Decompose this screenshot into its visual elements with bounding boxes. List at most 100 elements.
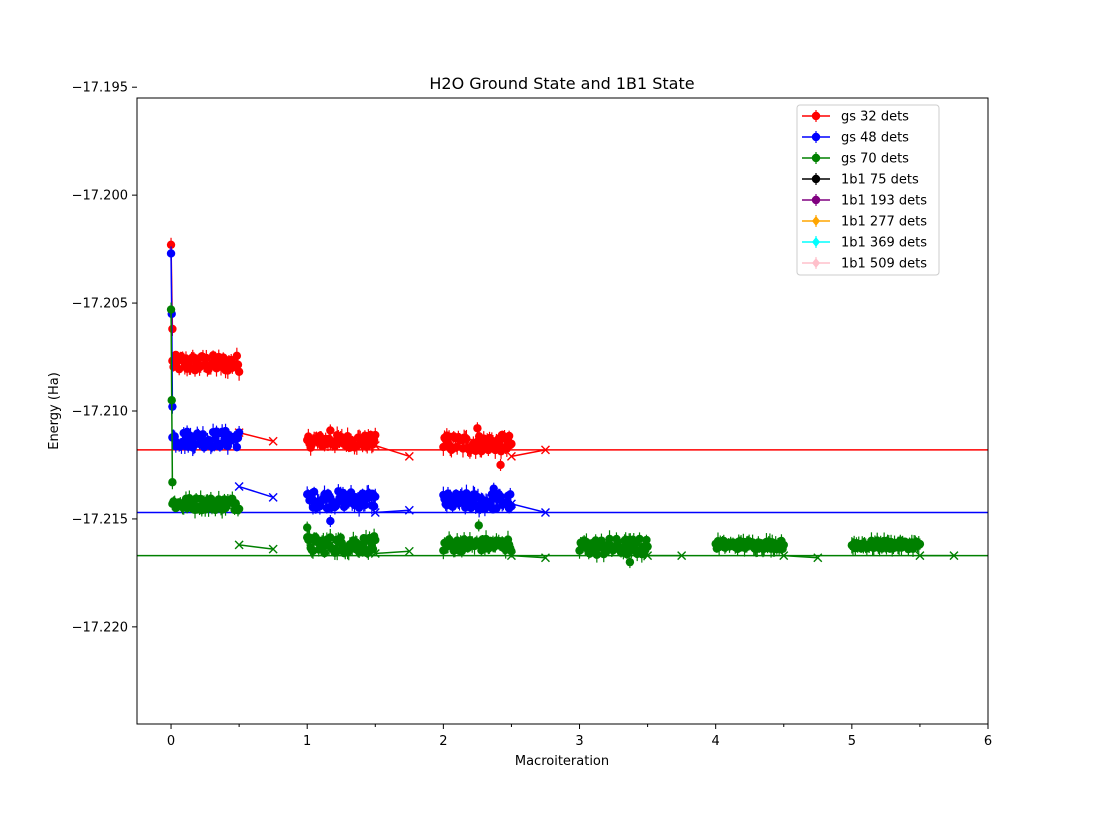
data-point	[371, 430, 380, 440]
data-point	[309, 487, 319, 497]
x-axis-label: Macroiteration	[515, 754, 609, 769]
legend-label: 1b1 277 dets	[841, 215, 927, 230]
legend-marker	[811, 174, 821, 184]
legend-label: 1b1 369 dets	[841, 236, 927, 251]
average-line	[375, 550, 410, 555]
data-point	[507, 547, 516, 556]
average-marker	[234, 540, 244, 550]
data-point	[605, 534, 614, 544]
data-point	[233, 360, 243, 369]
data-point	[625, 557, 635, 567]
data-point	[779, 540, 788, 550]
legend-marker	[812, 258, 820, 268]
data-point	[504, 431, 514, 441]
legend-entry: 1b1 75 dets	[802, 173, 919, 188]
average-marker	[643, 551, 653, 561]
average-line	[375, 509, 410, 514]
series-1	[166, 246, 550, 528]
legend: gs 32 dets gs 48 dets gs 70 dets 1b1 75 det…	[796, 104, 940, 276]
y-tick-label: −17.215	[72, 512, 128, 527]
series-0	[166, 237, 550, 471]
legend-label: 1b1 193 dets	[841, 194, 927, 209]
average-marker	[540, 553, 550, 563]
data-point	[506, 490, 515, 499]
data-point	[202, 353, 211, 363]
average-marker	[370, 441, 380, 451]
data-point	[496, 460, 505, 470]
legend-marker	[812, 216, 820, 226]
average-line	[511, 449, 546, 458]
legend-marker	[811, 195, 821, 205]
y-tick-label: −17.205	[72, 297, 128, 312]
x-tick-label: 3	[575, 734, 583, 749]
data-point	[303, 523, 312, 532]
average-marker	[779, 551, 789, 561]
average-marker	[370, 507, 380, 517]
legend-entry: 1b1 509 dets	[802, 257, 927, 272]
data-point	[234, 367, 244, 376]
y-tick-label: −17.195	[72, 81, 128, 96]
legend-marker	[811, 132, 821, 142]
average-line	[238, 485, 274, 499]
data-point	[462, 434, 471, 444]
series-2	[166, 302, 959, 569]
x-tick-label: 0	[167, 734, 175, 749]
average-marker	[949, 551, 959, 561]
average-line	[239, 544, 274, 550]
y-axis: −17.220 −17.215 −17.210 −17.205 −17.200 −17.1…	[72, 81, 137, 635]
average-marker	[268, 492, 278, 502]
average-marker	[234, 482, 244, 492]
data-point	[166, 240, 176, 249]
average-marker	[813, 553, 823, 563]
x-tick-label: 1	[303, 734, 311, 749]
average-marker	[540, 445, 550, 455]
data-point	[234, 428, 244, 437]
average-line	[783, 554, 818, 559]
x-tick-label: 2	[439, 734, 447, 749]
legend-entry: 1b1 193 dets	[802, 194, 927, 209]
chart-title: H2O Ground State and 1B1 State	[429, 74, 694, 93]
data-point	[635, 534, 644, 544]
y-tick-label: −17.200	[72, 189, 128, 204]
y-tick-label: −17.210	[72, 405, 128, 420]
legend-label: gs 32 dets	[841, 110, 909, 125]
data-point	[326, 426, 335, 435]
data-point	[320, 548, 329, 558]
average-line	[238, 431, 274, 442]
average-marker	[404, 451, 414, 461]
average-marker	[506, 451, 516, 461]
x-tick-label: 5	[848, 734, 856, 749]
average-line	[375, 444, 410, 458]
legend-label: gs 70 dets	[841, 152, 909, 167]
legend-label: 1b1 75 dets	[841, 173, 919, 188]
data-point	[371, 492, 380, 501]
data-point	[371, 535, 380, 545]
legend-entry: gs 70 dets	[802, 152, 909, 167]
data-point	[166, 249, 176, 258]
data-point	[474, 521, 483, 530]
data-point	[507, 439, 516, 449]
plot-area	[137, 237, 988, 569]
average-marker	[506, 499, 516, 509]
legend-label: 1b1 509 dets	[841, 257, 927, 272]
x-tick-label: 6	[984, 734, 992, 749]
average-marker	[268, 436, 278, 446]
legend-entry: gs 48 dets	[802, 131, 909, 146]
x-axis: 0 1 2 3 4 5 6	[167, 724, 992, 749]
data-point	[643, 542, 652, 551]
average-marker	[268, 544, 278, 554]
data-point	[232, 351, 242, 361]
average-marker	[915, 551, 925, 561]
data-point	[489, 484, 498, 493]
legend-marker	[811, 111, 821, 121]
y-tick-label: −17.220	[72, 620, 128, 635]
data-point	[166, 305, 176, 314]
average-marker	[404, 505, 414, 515]
data-point	[167, 396, 176, 405]
average-marker	[404, 546, 414, 556]
average-marker	[540, 507, 550, 517]
data-point	[198, 430, 208, 439]
average-marker	[506, 551, 516, 561]
data-point	[326, 516, 335, 526]
